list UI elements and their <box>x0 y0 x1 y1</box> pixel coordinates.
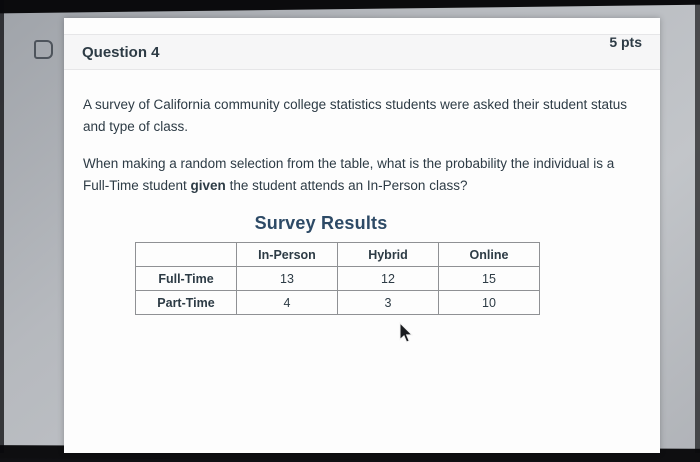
column-header-hybrid: Hybrid <box>337 242 439 268</box>
paragraph-2-bold: given <box>190 177 226 193</box>
paragraph-2-text-a: When making a random selection from the … <box>83 155 615 193</box>
cell-fulltime-hybrid: 12 <box>337 266 439 292</box>
table-corner-cell <box>135 242 237 268</box>
row-label-full-time: Full-Time <box>135 266 237 292</box>
question-card: Question 4 5 pts A survey of California … <box>64 18 660 453</box>
cell-fulltime-inperson: 13 <box>236 266 338 292</box>
question-title: Question 4 <box>82 43 160 61</box>
photo-edge-right <box>695 0 700 453</box>
question-flag-icon[interactable] <box>34 40 53 59</box>
question-points: 5 pts <box>609 34 642 50</box>
question-header: Question 4 5 pts <box>64 34 660 70</box>
cell-fulltime-online: 15 <box>438 266 540 292</box>
survey-results-table: In-Person Hybrid Online Full-Time 13 12 … <box>135 242 540 316</box>
question-paragraph-1: A survey of California community college… <box>83 97 628 135</box>
cell-parttime-inperson: 4 <box>236 290 338 316</box>
table-row: Full-Time 13 12 15 <box>135 266 540 292</box>
cell-parttime-online: 10 <box>438 290 540 316</box>
row-label-part-time: Part-Time <box>135 290 237 316</box>
photo-edge-left <box>0 0 4 453</box>
table-header-row: In-Person Hybrid Online <box>135 242 540 268</box>
table-row: Part-Time 4 3 10 <box>135 290 540 316</box>
question-paragraph-2: When making a random selection from the … <box>83 153 631 198</box>
column-header-in-person: In-Person <box>236 242 338 268</box>
question-body: A survey of California community college… <box>64 70 660 316</box>
survey-table-caption: Survey Results <box>254 213 388 234</box>
column-header-online: Online <box>438 242 540 268</box>
cell-parttime-hybrid: 3 <box>337 290 439 316</box>
paragraph-2-text-b: the student attends an In-Person class? <box>225 177 468 193</box>
